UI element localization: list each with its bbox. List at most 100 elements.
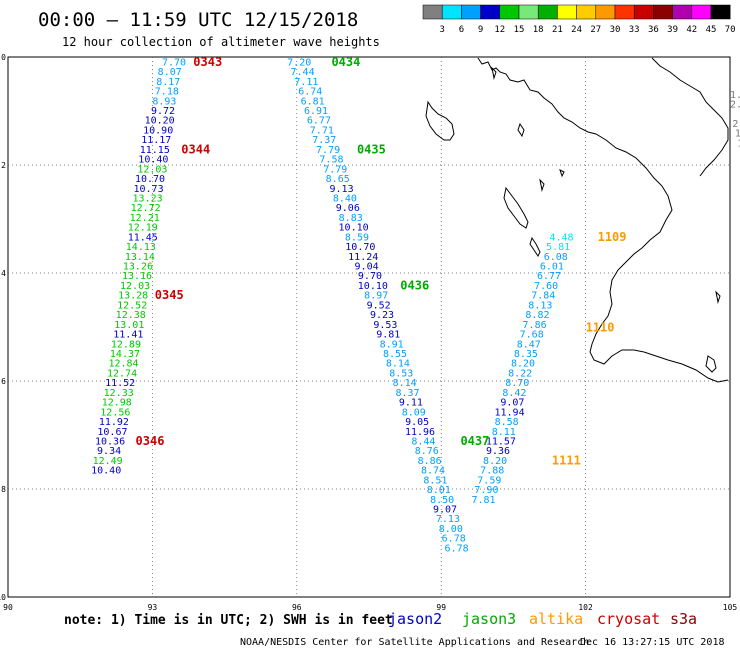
swh-value-jason3: 8.86 <box>418 456 442 467</box>
swh-value-altika: 6.08 <box>544 252 568 263</box>
swh-value-altika: 6.77 <box>537 271 561 282</box>
swh-value-altika: 4.48 <box>549 232 573 243</box>
swh-value-cryosat: 12.84 <box>108 359 138 370</box>
swh-value-jason3: 8.37 <box>395 388 419 399</box>
time-label-altika: 1111 <box>552 453 581 467</box>
swh-value-cryosat: 14.13 <box>126 242 156 253</box>
swh-value-jason3: 8.76 <box>415 446 439 457</box>
swh-value-jason3: 8.50 <box>430 495 454 506</box>
swh-value-jason3: 9.52 <box>367 300 391 311</box>
swh-value-altika: 11.57 <box>486 436 516 447</box>
data-points: 7.708.078.177.188.939.7210.2010.9011.171… <box>91 57 573 554</box>
swh-value-jason3: 8.14 <box>386 359 410 370</box>
color-scale-label: 21 <box>552 25 563 35</box>
swh-value-cryosat: 10.40 <box>138 155 168 166</box>
swh-value-jason3: 9.07 <box>433 505 457 516</box>
swh-value-jason3: 8.14 <box>393 378 417 389</box>
legend-cryosat: cryosat <box>597 610 660 628</box>
swh-value-jason3: 8.00 <box>439 524 463 535</box>
color-scale-label: 3 <box>439 25 444 35</box>
color-swatch <box>672 4 693 20</box>
coastline <box>425 57 729 383</box>
swh-value-jason3: 9.53 <box>373 320 397 331</box>
time-label-jason3: 0435 <box>357 142 386 156</box>
swh-value-cryosat: 12.56 <box>100 407 130 418</box>
swh-value-cryosat: 12.38 <box>116 310 146 321</box>
swh-value-cryosat: 14.37 <box>110 349 140 360</box>
swh-value-jason3: 9.23 <box>370 310 394 321</box>
color-scale-label: 18 <box>533 25 544 35</box>
swh-value-cryosat: 12.72 <box>131 203 161 214</box>
color-scale-label: 12 <box>494 25 505 35</box>
swh-value-cryosat: 11.41 <box>113 330 143 341</box>
swh-value-cryosat: 11.15 <box>140 145 170 156</box>
x-tick-label: 99 <box>436 603 446 612</box>
swh-value-jason3: 6.78 <box>442 534 466 545</box>
time-label-jason3: 0434 <box>331 55 360 69</box>
swh-value-cryosat: 12.03 <box>120 281 150 292</box>
chart-title: 00:00 – 11:59 UTC 12/15/2018 <box>38 9 358 31</box>
swh-value-altika: 7.59 <box>477 475 501 486</box>
y-tick-label: 0 <box>1 53 6 62</box>
swh-value-jason3: 6.91 <box>304 106 328 117</box>
timestamp: Dec 16 13:27:15 UTC 2018 <box>580 637 725 648</box>
swh-value-jason3: 7.37 <box>312 135 336 146</box>
color-swatch <box>441 4 462 20</box>
swh-value-cryosat: 8.93 <box>152 96 176 107</box>
color-scale-label: 9 <box>478 25 483 35</box>
swh-value-jason3: 6.81 <box>301 96 325 107</box>
x-tick-label: 105 <box>723 603 738 612</box>
legend-s3a: s3a <box>670 610 697 628</box>
swh-value-jason3: 7.13 <box>436 514 460 525</box>
swh-value-jason3: 7.11 <box>294 77 318 88</box>
legend-jason2: jason2 <box>388 610 442 628</box>
swh-value-altika: 8.11 <box>492 427 516 438</box>
credit: NOAA/NESDIS Center for Satellite Applica… <box>240 637 589 648</box>
swh-value-jason3: 8.40 <box>333 193 357 204</box>
swh-value-cryosat: 12.49 <box>93 456 123 467</box>
swh-value-cryosat: 7.70 <box>162 57 186 68</box>
swh-value-altika: 8.13 <box>528 300 552 311</box>
x-tick-label: 93 <box>148 603 158 612</box>
x-tick-label: 102 <box>578 603 593 612</box>
swh-value-jason3: 8.65 <box>326 174 350 185</box>
edge-value: 1 <box>737 138 740 149</box>
swh-value-altika: 9.36 <box>486 446 510 457</box>
x-tick-label: 96 <box>292 603 302 612</box>
axis-ticks: 90 93 96 99 102 105 0 -2 -4 -6 -8 -10 <box>0 53 737 612</box>
color-scale-label: 45 <box>706 25 717 35</box>
swh-value-jason3: 8.51 <box>423 475 447 486</box>
swh-value-cryosat: 12.19 <box>128 223 158 234</box>
plot-frame <box>7 56 731 598</box>
swh-value-cryosat: 13.14 <box>125 252 155 263</box>
color-swatch <box>614 4 635 20</box>
swh-value-altika: 5.81 <box>546 242 570 253</box>
swh-value-jason3: 8.74 <box>421 466 445 477</box>
swh-value-jason3: 8.97 <box>364 291 388 302</box>
swh-value-jason3: 6.78 <box>445 543 469 554</box>
y-tick-label: -6 <box>0 377 6 386</box>
swh-value-altika: 11.94 <box>494 407 524 418</box>
swh-value-cryosat: 10.40 <box>91 466 121 477</box>
swh-value-jason3: 8.83 <box>339 213 363 224</box>
swh-value-cryosat: 11.52 <box>105 378 135 389</box>
legend-jason3: jason3 <box>462 610 516 628</box>
swh-value-cryosat: 12.21 <box>130 213 160 224</box>
swh-value-cryosat: 10.73 <box>133 184 163 195</box>
swh-value-jason3: 11.24 <box>348 252 378 263</box>
swh-value-jason3: 8.59 <box>345 232 369 243</box>
swh-value-cryosat: 13.16 <box>122 271 152 282</box>
swh-value-jason3: 7.58 <box>319 155 343 166</box>
swh-value-cryosat: 8.17 <box>156 77 180 88</box>
swh-value-cryosat: 10.20 <box>145 116 175 127</box>
color-swatch <box>576 4 597 20</box>
swh-value-jason3: 7.71 <box>310 125 334 136</box>
time-label-cryosat: 0346 <box>136 434 165 448</box>
color-scale-label: 6 <box>459 25 464 35</box>
swh-value-altika: 8.22 <box>508 368 532 379</box>
color-scale-label: 36 <box>648 25 659 35</box>
swh-value-altika: 8.58 <box>495 417 519 428</box>
swh-value-altika: 8.82 <box>525 310 549 321</box>
